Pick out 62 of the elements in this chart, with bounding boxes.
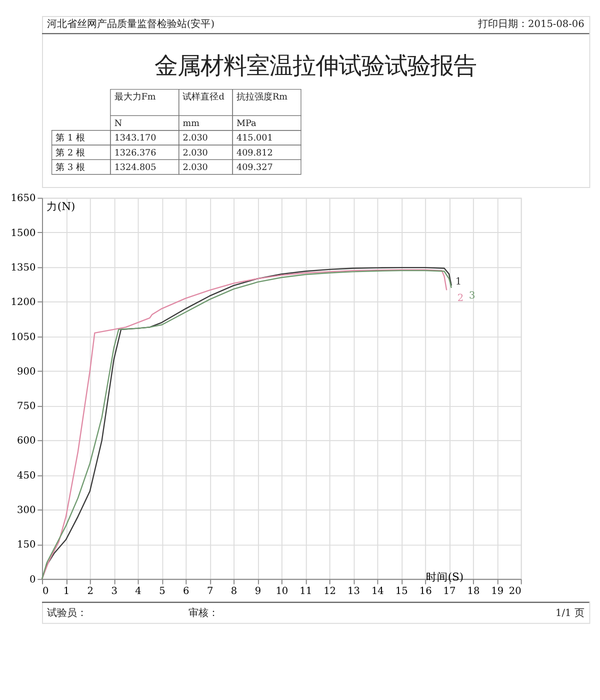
y-tick-label: 0 (29, 574, 36, 586)
x-tick-label: 7 (206, 586, 214, 598)
x-tick-label: 10 (276, 586, 288, 598)
y-tick-label: 1500 (10, 228, 36, 239)
text: 第 1 根 (56, 132, 85, 144)
text: 1/1 页 (556, 608, 584, 620)
x-tick-label: 1 (63, 586, 70, 598)
series-label: 2 (457, 292, 464, 304)
text: 打印日期：2015-08-06 (477, 18, 584, 30)
text: 审核： (188, 607, 219, 620)
x-tick-label: 12 (324, 586, 336, 598)
text: 河北省丝网产品质量监督检验站(安平) (46, 18, 215, 30)
text: 试验员： (46, 607, 87, 620)
y-tick-label: 750 (17, 401, 36, 412)
text: MPa (236, 118, 256, 129)
text: mm (182, 118, 200, 129)
y-tick-label: 900 (17, 366, 36, 378)
x-tick-label: 0 (42, 586, 49, 598)
text: 2.030 (182, 134, 208, 144)
y-tick-label: 1650 (10, 193, 36, 204)
y-axis-title: 力(N) (46, 200, 76, 214)
x-tick-label: 5 (159, 586, 166, 598)
text: 1324.805 (114, 162, 156, 173)
text: 1326.376 (114, 148, 157, 158)
x-tick-label: 14 (371, 586, 384, 598)
y-tick-label: 1050 (10, 332, 36, 343)
y-tick-label: 600 (17, 436, 36, 447)
x-tick-label: 6 (183, 586, 190, 598)
series-label: 3 (469, 290, 476, 302)
x-tick-label: 8 (230, 586, 238, 598)
text: 409.812 (236, 148, 273, 158)
text: 抗拉强度Rm (236, 92, 288, 103)
x-tick-label: 16 (419, 586, 432, 598)
x-tick-label: 20 (508, 586, 522, 598)
x-axis-title: 时间(S) (426, 570, 464, 584)
y-tick-label: 150 (17, 540, 36, 551)
text: 2.030 (182, 162, 208, 173)
y-tick-label: 450 (17, 470, 36, 482)
text: 2.030 (182, 148, 208, 158)
y-tick-label: 1200 (10, 297, 36, 308)
text: 415.001 (236, 134, 273, 144)
x-tick-label: 3 (111, 586, 118, 598)
text: 最大力Fm (114, 92, 156, 103)
text: N (114, 118, 122, 129)
x-tick-label: 19 (491, 586, 504, 598)
text: 第 3 根 (56, 162, 85, 173)
x-tick-label: 4 (135, 586, 142, 598)
x-tick-label: 15 (395, 586, 408, 598)
x-tick-label: 13 (348, 586, 360, 598)
series-label: 1 (455, 276, 462, 288)
text: 试样直径d (182, 92, 225, 103)
y-tick-label: 1350 (10, 262, 36, 274)
x-tick-label: 9 (254, 586, 262, 598)
x-tick-label: 17 (443, 586, 456, 598)
text: 1343.170 (114, 134, 156, 144)
x-tick-label: 18 (467, 586, 480, 598)
x-tick-label: 2 (87, 586, 94, 598)
chart-title: 金属材料室温拉伸试验试验报告 (154, 52, 477, 80)
y-tick-label: 300 (17, 505, 36, 516)
x-tick-label: 11 (300, 586, 312, 598)
text: 409.327 (236, 162, 273, 173)
text: 第 2 根 (56, 147, 85, 158)
